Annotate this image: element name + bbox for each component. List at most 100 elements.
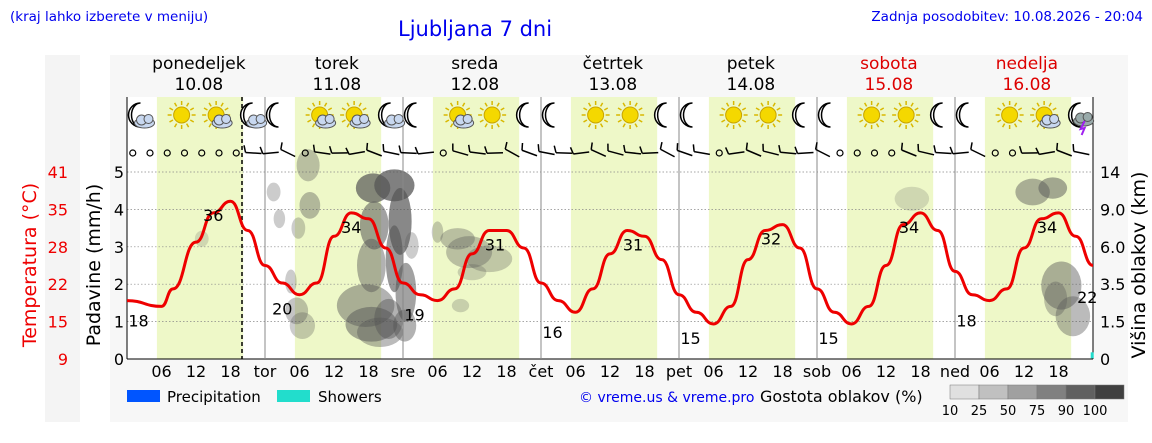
hour-tick: 06 — [427, 362, 447, 381]
day-name: ponedeljek — [152, 54, 246, 74]
wind-barb-feather — [794, 146, 799, 154]
cloud-legend-value: 100 — [1083, 404, 1108, 419]
sun-ray — [208, 123, 212, 128]
sun-ray — [898, 123, 902, 128]
sun-ray — [760, 102, 764, 107]
cloud-shape — [134, 114, 155, 129]
wind-barb — [623, 144, 642, 155]
cloud-blob — [273, 209, 286, 229]
temperature-label: 18 — [128, 311, 148, 330]
wind-barb-shaft — [763, 150, 779, 156]
sun-icon — [581, 101, 610, 129]
cloud-density-legend-title: Gostota oblakov (%) — [760, 387, 923, 406]
wind-barb-feather — [280, 142, 283, 150]
wind-barb-shaft — [780, 151, 797, 155]
cloud-shape — [1073, 112, 1095, 127]
wind-barb-shaft — [952, 151, 969, 155]
wind-barb — [452, 143, 469, 156]
sun-ray — [1017, 119, 1023, 123]
wind-barb-feather — [345, 147, 350, 155]
daytime-band — [708, 97, 796, 359]
daytime-band — [432, 97, 520, 359]
sun-icon — [167, 101, 196, 129]
cloud-blob — [357, 238, 386, 293]
moon-cloud-icon — [127, 102, 155, 129]
wind-barb-feather — [778, 145, 782, 153]
sun-ray — [449, 123, 454, 128]
precip-tick: 4 — [114, 200, 124, 219]
temperature-label: 36 — [203, 206, 223, 225]
sun-ray — [776, 119, 781, 123]
wind-barb-shaft — [555, 151, 573, 155]
sun-ray — [910, 102, 914, 107]
temperature-label: 34 — [899, 218, 919, 237]
sun-ray — [173, 102, 178, 107]
credit-link[interactable]: © vreme.us & vreme.pro — [579, 390, 754, 406]
region-note[interactable]: (kraj lahko izberete v meniju) — [10, 9, 208, 25]
wind-barb-feather — [949, 146, 954, 154]
wind-barb-feather — [607, 143, 609, 151]
temperature-label: 16 — [542, 323, 562, 342]
wind-barb-shaft — [642, 151, 659, 155]
cloud-shape — [246, 114, 268, 129]
cloud-legend-value: 50 — [1000, 404, 1017, 419]
sun-ray — [1001, 102, 1006, 107]
day-abbr-tick: čet — [529, 362, 554, 381]
day-name: četrtek — [583, 54, 644, 74]
cloud-blob — [395, 262, 417, 322]
wind-barb-feather — [452, 143, 454, 151]
moon-icon — [515, 102, 529, 128]
cloud-legend-swatch — [1007, 384, 1038, 400]
hour-tick: 12 — [462, 362, 482, 381]
wind-barb-feather — [414, 146, 419, 155]
sun-ray — [169, 119, 174, 123]
wind-calm-mark — [870, 149, 879, 157]
wind-barb-shaft — [504, 148, 520, 158]
wind-barb — [569, 146, 590, 155]
cloud-blob — [345, 306, 398, 342]
sun-icon — [995, 101, 1024, 129]
sun-ray — [1031, 107, 1036, 111]
wind-barb-feather — [504, 141, 508, 150]
cloud-blob — [393, 309, 417, 342]
wind-barb — [259, 146, 279, 155]
sun-ray — [500, 107, 505, 111]
sun-ray — [741, 107, 747, 111]
showers-legend-swatch — [277, 390, 310, 402]
wind-calm-mark — [232, 149, 240, 157]
sun-ray — [496, 102, 500, 107]
temperature-label: 34 — [341, 218, 361, 237]
wind-barb-shaft — [901, 149, 917, 157]
sun-ray — [1036, 123, 1040, 128]
precip-tick: 3 — [114, 238, 124, 257]
day-date: 15.08 — [865, 75, 914, 95]
hour-tick: 12 — [324, 362, 344, 381]
wind-barb-shaft — [469, 151, 486, 155]
cloud-legend-value: 25 — [971, 404, 988, 419]
sun-ray — [622, 123, 626, 128]
wind-barb-shaft — [797, 151, 814, 155]
cloud-blob — [299, 192, 321, 219]
wind-barb-shaft — [815, 148, 831, 158]
moon-shape — [515, 102, 529, 128]
sun-ray — [358, 102, 362, 107]
wind-calm-mark — [715, 149, 723, 157]
wind-barb — [745, 142, 762, 157]
sun-ray — [622, 102, 626, 107]
wind-barb — [900, 142, 917, 157]
hour-tick: 18 — [634, 362, 654, 381]
sun-ray — [638, 119, 643, 123]
wind-barb — [949, 146, 969, 155]
sun-ray — [617, 119, 622, 123]
wind-calm-mark — [1008, 149, 1017, 157]
x-axis: 06 12 18 tor 06 12 18 sre 06 12 18 čet 06 12 18 pet 06 12… — [151, 362, 1068, 381]
sun-ray — [859, 119, 864, 123]
cloud-blob — [291, 217, 306, 239]
cloud-part — [221, 114, 232, 124]
temp-tick: 35 — [48, 200, 68, 219]
wind-barb-feather — [1056, 142, 1059, 151]
cloud-part — [359, 114, 370, 124]
wind-barb — [676, 143, 693, 157]
sun-rays — [478, 101, 507, 129]
wind-barb-feather — [259, 146, 264, 154]
